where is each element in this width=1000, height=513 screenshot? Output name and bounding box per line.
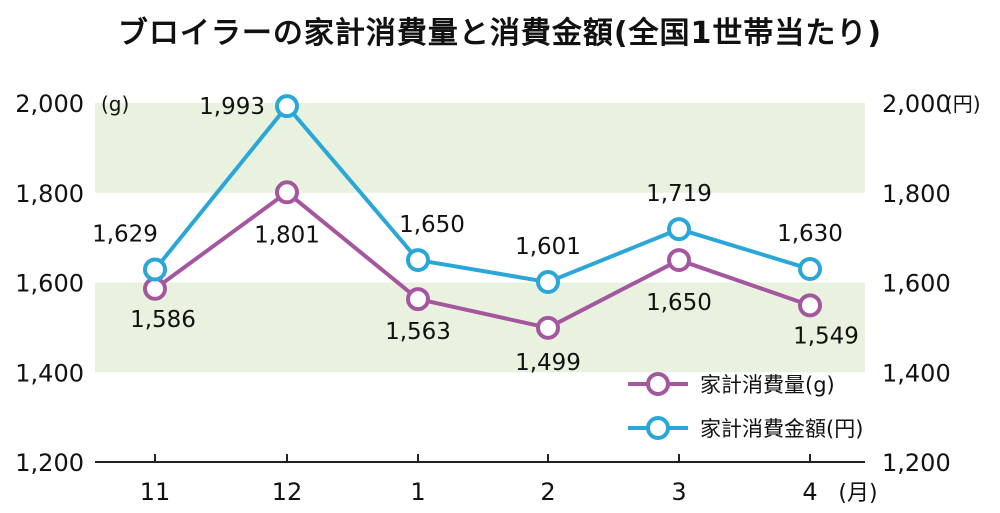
band-1 bbox=[95, 103, 865, 193]
label-s1-4: 1,719 bbox=[646, 181, 712, 207]
y-right-tick-0: 1,200 bbox=[882, 449, 951, 477]
legend: 家計消費量(g) 家計消費金額(円) bbox=[628, 372, 863, 441]
x-tick-label-1: 12 bbox=[272, 478, 303, 506]
label-s0-1: 1,801 bbox=[254, 222, 320, 248]
label-s0-3: 1,499 bbox=[515, 350, 581, 376]
legend-marker-0 bbox=[646, 372, 670, 396]
chart-title: ブロイラーの家計消費量と消費金額(全国1世帯当たり) bbox=[117, 16, 883, 51]
y-left-tick-4: 2,000 bbox=[15, 90, 84, 118]
label-s0-5: 1,549 bbox=[793, 323, 859, 349]
y-left-tick-1: 1,400 bbox=[15, 359, 84, 387]
legend-label-1: 家計消費金額(円) bbox=[700, 417, 863, 441]
point-1-0 bbox=[143, 257, 167, 282]
y-right-unit: (円) bbox=[945, 92, 981, 116]
point-1-2 bbox=[406, 248, 430, 273]
label-s1-5: 1,630 bbox=[777, 221, 843, 247]
band-0 bbox=[95, 282, 865, 373]
x-tick-label-5: 4 bbox=[802, 478, 817, 506]
label-s0-0: 1,586 bbox=[130, 307, 196, 333]
series-line-0 bbox=[153, 190, 811, 330]
label-s0-2: 1,563 bbox=[385, 319, 451, 345]
y-left-tick-0: 1,200 bbox=[15, 449, 84, 477]
x-axis-unit: (月) bbox=[838, 481, 877, 506]
point-1-4 bbox=[667, 217, 691, 242]
point-0-5 bbox=[798, 293, 822, 318]
series-line-1 bbox=[153, 104, 811, 285]
x-tick-label-3: 2 bbox=[540, 478, 555, 506]
y-left-tick-2: 1,600 bbox=[15, 270, 84, 298]
point-1-1 bbox=[275, 94, 299, 119]
point-0-4 bbox=[667, 248, 691, 273]
y-left-tick-3: 1,800 bbox=[15, 180, 84, 208]
y-right-tick-2: 1,600 bbox=[882, 270, 951, 298]
y-right-tick-1: 1,400 bbox=[882, 359, 951, 387]
y-left-unit: (g) bbox=[101, 92, 129, 116]
x-tick-label-0: 11 bbox=[140, 478, 171, 506]
label-s1-2: 1,650 bbox=[399, 212, 465, 238]
data-labels: 1,586 1,801 1,563 1,499 1,650 1,549 1,629 1,993… bbox=[92, 94, 859, 376]
label-s0-4: 1,650 bbox=[646, 290, 712, 316]
point-0-1 bbox=[275, 180, 299, 205]
point-1-5 bbox=[798, 257, 822, 282]
background-bands bbox=[95, 103, 865, 373]
label-s1-0: 1,629 bbox=[92, 221, 158, 247]
legend-marker-1 bbox=[646, 416, 670, 440]
legend-label-0: 家計消費量(g) bbox=[700, 373, 835, 397]
label-s1-3: 1,601 bbox=[515, 234, 581, 260]
point-1-3 bbox=[536, 270, 560, 295]
point-0-2 bbox=[406, 287, 430, 312]
point-0-3 bbox=[536, 315, 560, 340]
y-right-tick-3: 1,800 bbox=[882, 180, 951, 208]
y-right-tick-4: 2,000 bbox=[882, 90, 951, 118]
point-0-0 bbox=[143, 276, 167, 301]
x-tick-label-2: 1 bbox=[410, 478, 425, 506]
x-tick-label-4: 3 bbox=[671, 478, 686, 506]
label-s1-1: 1,993 bbox=[199, 94, 265, 120]
series-lines bbox=[143, 94, 822, 340]
